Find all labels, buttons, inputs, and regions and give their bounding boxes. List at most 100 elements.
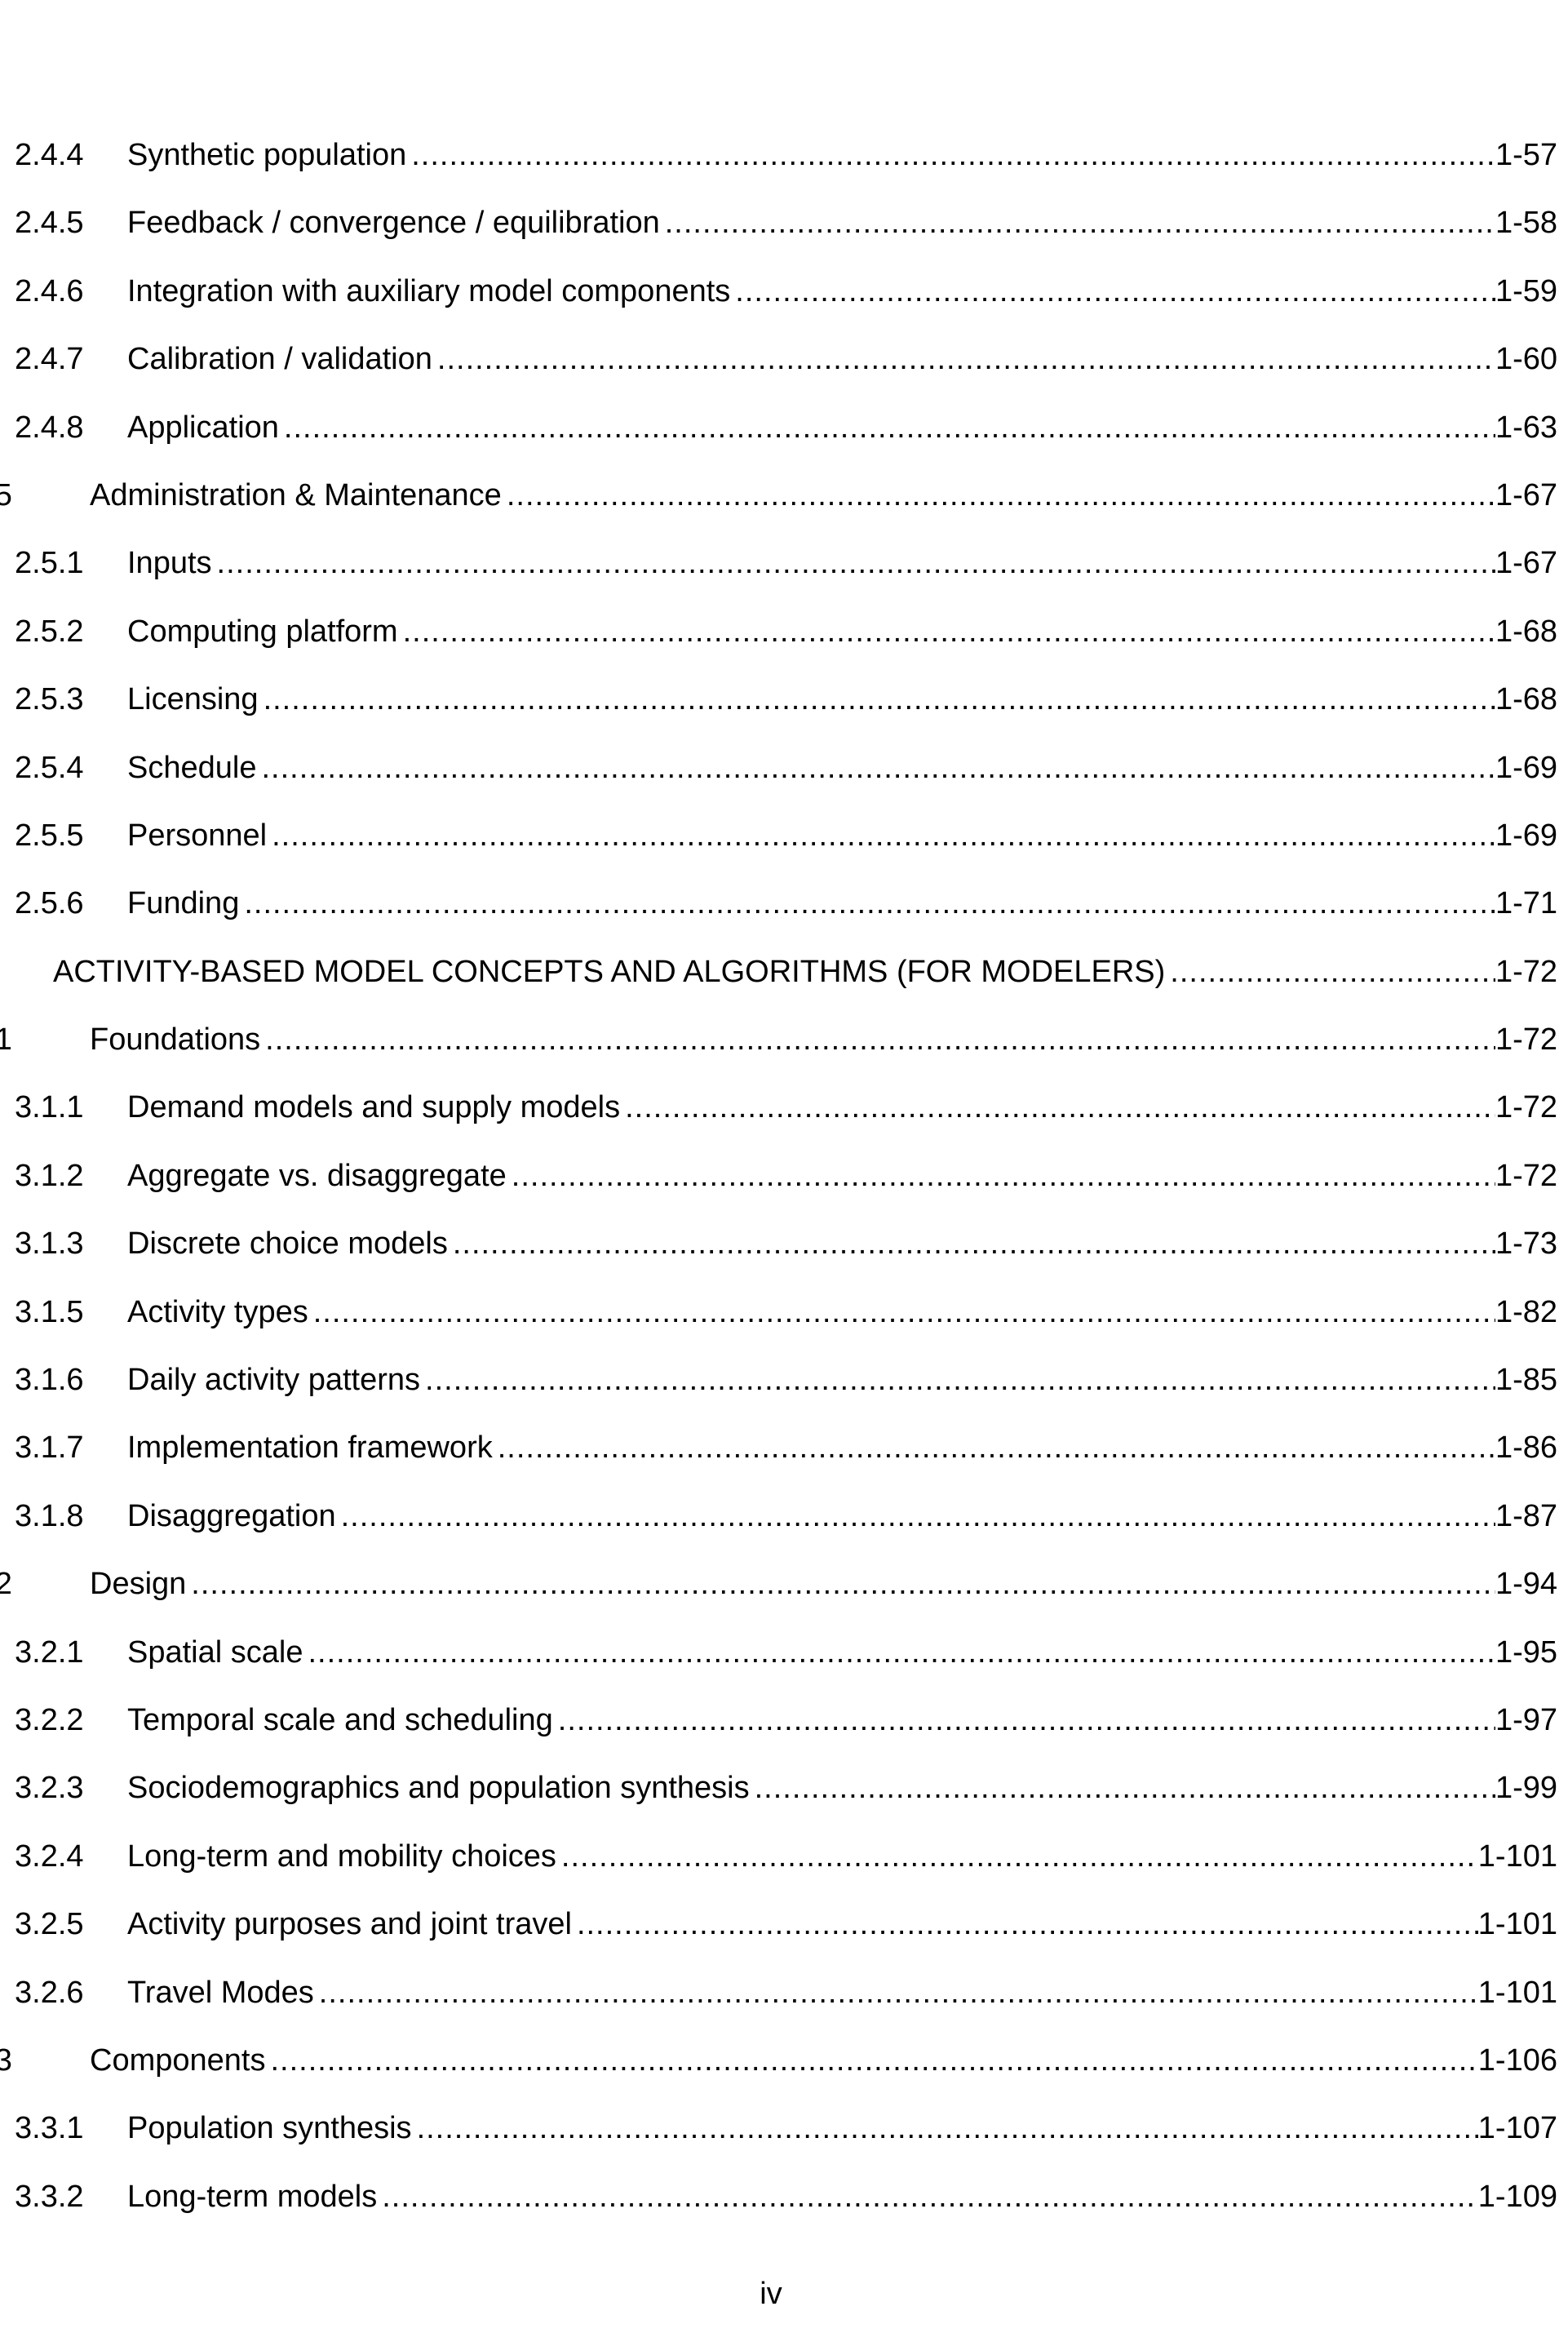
toc-entry-title[interactable]: Long-term and mobility choices bbox=[127, 1838, 556, 1874]
toc-entry-title[interactable]: Travel Modes bbox=[127, 1975, 314, 2010]
toc-entry[interactable]: 2.5.5 Personnel..........................… bbox=[0, 811, 1568, 879]
toc-entry[interactable]: 3.1.2 Aggregate vs. disaggregate.........… bbox=[0, 1151, 1568, 1219]
toc-entry-page[interactable]: 1-109 bbox=[1477, 2179, 1557, 2214]
toc-entry-page[interactable]: 1-72 bbox=[1495, 1090, 1557, 1125]
toc-entry-page[interactable]: 1-69 bbox=[1495, 750, 1557, 785]
toc-entry-page[interactable]: 1-85 bbox=[1495, 1363, 1557, 1398]
toc-entry-title[interactable]: Personnel bbox=[127, 818, 268, 853]
toc-entry[interactable]: 2.5.6 Funding............................… bbox=[0, 879, 1568, 947]
toc-entry-page[interactable]: 1-72 bbox=[1495, 1022, 1557, 1058]
toc-entry-page[interactable]: 1-107 bbox=[1477, 2111, 1557, 2146]
toc-entry[interactable]: 3.2.4 Long-term and mobility choices.....… bbox=[0, 1832, 1568, 1900]
toc-entry-page[interactable]: 1-57 bbox=[1495, 138, 1557, 172]
toc-entry-page[interactable]: 1-67 bbox=[1495, 477, 1557, 512]
toc-entry-page[interactable]: 1-68 bbox=[1495, 682, 1557, 717]
toc-entry-number: 3.2.5 bbox=[15, 1907, 84, 1942]
toc-entry-title[interactable]: Application bbox=[127, 410, 279, 445]
toc-entry-page[interactable]: 1-82 bbox=[1495, 1294, 1557, 1329]
toc-entry[interactable]: 2.5.4 Schedule...........................… bbox=[0, 743, 1568, 811]
toc-entry-title[interactable]: Foundations bbox=[90, 1022, 261, 1058]
toc-entry[interactable]: 3.2.5 Activity purposes and joint travel.… bbox=[0, 1900, 1568, 1967]
toc-entry-title[interactable]: Temporal scale and scheduling bbox=[127, 1702, 553, 1737]
toc-entry[interactable]: 2.5.1 Inputs.............................… bbox=[0, 539, 1568, 606]
toc-entry-page[interactable]: 1-68 bbox=[1495, 614, 1557, 649]
toc-entry-page[interactable]: 1-99 bbox=[1495, 1771, 1557, 1806]
toc-entry[interactable]: 3.1 Foundations..........................… bbox=[0, 1015, 1568, 1083]
toc-entry-page[interactable]: 1-101 bbox=[1477, 1975, 1557, 2010]
toc-entry-page[interactable]: 1-60 bbox=[1495, 342, 1557, 377]
toc-entry[interactable]: 3ACTIVITY-BASED MODEL CONCEPTS AND ALGOR… bbox=[0, 947, 1568, 1015]
toc-entry-page[interactable]: 1-101 bbox=[1477, 1838, 1557, 1874]
toc-entry-page[interactable]: 1-94 bbox=[1495, 1567, 1557, 1602]
toc-entry-title[interactable]: ACTIVITY-BASED MODEL CONCEPTS AND ALGORI… bbox=[53, 954, 1166, 989]
toc-entry-page[interactable]: 1-95 bbox=[1495, 1634, 1557, 1670]
toc-entry[interactable]: 2.4.5 Feedback / convergence / equilibrat… bbox=[0, 198, 1568, 266]
toc-entry-title[interactable]: Activity purposes and joint travel bbox=[127, 1907, 572, 1942]
toc-entry[interactable]: 3.3 Components...........................… bbox=[0, 2036, 1568, 2104]
toc-entry-title[interactable]: Calibration / validation bbox=[127, 342, 432, 377]
toc-entry-title[interactable]: Components bbox=[90, 2042, 266, 2078]
toc-entry[interactable]: 3.1.8 Disaggregation.....................… bbox=[0, 1492, 1568, 1559]
toc-entry-page[interactable]: 1-69 bbox=[1495, 818, 1557, 853]
toc-entry-title[interactable]: Administration & Maintenance bbox=[90, 477, 502, 512]
dot-leader: ........................................… bbox=[557, 1702, 1495, 1737]
dot-leader: ........................................… bbox=[283, 410, 1495, 445]
toc-entry-title[interactable]: Licensing bbox=[127, 682, 259, 717]
dot-leader: ........................................… bbox=[416, 2111, 1478, 2146]
toc-entry-page[interactable]: 1-87 bbox=[1495, 1498, 1557, 1533]
toc-entry-title[interactable]: Computing platform bbox=[127, 614, 398, 649]
toc-entry-title[interactable]: Aggregate vs. disaggregate bbox=[127, 1158, 507, 1193]
toc-entry[interactable]: 3.2.3 Sociodemographics and population sy… bbox=[0, 1763, 1568, 1831]
dot-leader: ........................................… bbox=[318, 1975, 1478, 2010]
toc-entry-title[interactable]: Synthetic population bbox=[127, 138, 407, 172]
toc-entry[interactable]: 2.5.2 Computing platform.................… bbox=[0, 607, 1568, 675]
toc-entry-title[interactable]: Sociodemographics and population synthes… bbox=[127, 1771, 750, 1806]
toc-entry-title[interactable]: Activity types bbox=[127, 1294, 308, 1329]
toc-entry-title[interactable]: Discrete choice models bbox=[127, 1226, 448, 1262]
toc-entry-title[interactable]: Daily activity patterns bbox=[127, 1363, 421, 1398]
toc-entry[interactable]: 3.1.1 Demand models and supply models....… bbox=[0, 1083, 1568, 1151]
toc-entry-title[interactable]: Integration with auxiliary model compone… bbox=[127, 273, 731, 308]
toc-entry-title[interactable]: Disaggregation bbox=[127, 1498, 336, 1533]
toc-entry-page[interactable]: 1-106 bbox=[1477, 2042, 1557, 2078]
toc-entry-page[interactable]: 1-101 bbox=[1477, 1907, 1557, 1942]
toc-entry[interactable]: 3.2 Design...............................… bbox=[0, 1559, 1568, 1627]
toc-entry-page[interactable]: 1-86 bbox=[1495, 1430, 1557, 1466]
toc-entry[interactable]: 3.2.6 Travel Modes.......................… bbox=[0, 1968, 1568, 2036]
toc-entry[interactable]: 3.1.7 Implementation framework...........… bbox=[0, 1423, 1568, 1491]
toc-entry[interactable]: 2.4.7 Calibration / validation...........… bbox=[0, 335, 1568, 402]
toc-entry-line: Disaggregation..........................… bbox=[127, 1492, 1557, 1541]
toc-entry-page[interactable]: 1-72 bbox=[1495, 1158, 1557, 1193]
toc-entry-page[interactable]: 1-73 bbox=[1495, 1226, 1557, 1262]
toc-entry[interactable]: 3.1.6 Daily activity patterns............… bbox=[0, 1355, 1568, 1423]
toc-entry[interactable]: 2.5 Administration & Maintenance.........… bbox=[0, 471, 1568, 539]
toc-entry[interactable]: 2.4.8 Application........................… bbox=[0, 403, 1568, 471]
toc-entry-page[interactable]: 1-72 bbox=[1495, 954, 1557, 989]
toc-entry-number: 3.3 bbox=[0, 2042, 12, 2078]
toc-entry-page[interactable]: 1-67 bbox=[1495, 546, 1557, 581]
toc-entry[interactable]: 3.1.5 Activity types.....................… bbox=[0, 1288, 1568, 1355]
toc-entry[interactable]: 2.4.4 Synthetic population...............… bbox=[0, 131, 1568, 198]
toc-entry[interactable]: 3.1.3 Discrete choice models.............… bbox=[0, 1219, 1568, 1287]
toc-entry-title[interactable]: Feedback / convergence / equilibration bbox=[127, 206, 660, 241]
toc-entry[interactable]: 2.5.3 Licensing..........................… bbox=[0, 675, 1568, 743]
toc-entry[interactable]: 3.3.2 Long-term models...................… bbox=[0, 2172, 1568, 2240]
toc-entry-title[interactable]: Funding bbox=[127, 886, 240, 921]
toc-entry-page[interactable]: 1-63 bbox=[1495, 410, 1557, 445]
toc-entry-title[interactable]: Schedule bbox=[127, 750, 257, 785]
toc-entry-title[interactable]: Inputs bbox=[127, 546, 212, 581]
toc-entry[interactable]: 2.4.6 Integration with auxiliary model co… bbox=[0, 267, 1568, 335]
toc-entry-page[interactable]: 1-97 bbox=[1495, 1702, 1557, 1737]
toc-entry[interactable]: 3.2.2 Temporal scale and scheduling......… bbox=[0, 1696, 1568, 1763]
toc-entry-title[interactable]: Long-term models bbox=[127, 2179, 378, 2214]
toc-entry-title[interactable]: Demand models and supply models bbox=[127, 1090, 621, 1125]
toc-entry-page[interactable]: 1-58 bbox=[1495, 206, 1557, 241]
toc-entry-title[interactable]: Spatial scale bbox=[127, 1634, 303, 1670]
toc-entry[interactable]: 3.3.1 Population synthesis...............… bbox=[0, 2104, 1568, 2171]
toc-entry-title[interactable]: Implementation framework bbox=[127, 1430, 493, 1466]
toc-entry-title[interactable]: Population synthesis bbox=[127, 2111, 412, 2146]
toc-entry-title[interactable]: Design bbox=[90, 1567, 187, 1602]
toc-entry-page[interactable]: 1-71 bbox=[1495, 886, 1557, 921]
toc-entry[interactable]: 3.2.1 Spatial scale......................… bbox=[0, 1628, 1568, 1696]
toc-entry-page[interactable]: 1-59 bbox=[1495, 273, 1557, 308]
